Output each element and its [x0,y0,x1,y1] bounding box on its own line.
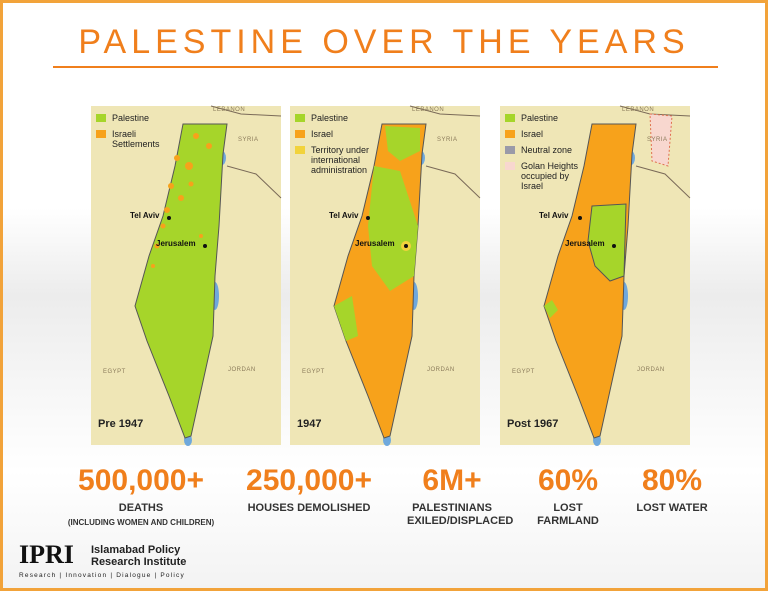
tagline: Research | Innovation | Dialogue | Polic… [19,572,185,579]
stat-value: 60% [537,464,599,497]
legend-label: Palestine [112,113,150,123]
place-label: Jerusalem [355,239,395,248]
map-period: 1947 [297,418,322,430]
legend-label: Palestine [521,113,559,123]
legend-swatch [295,130,305,138]
logo: IPRI [19,540,74,569]
stat-label: HOUSES DEMOLISHED [247,502,371,514]
place-label: JORDAN [637,367,665,373]
map-period: Pre 1947 [98,418,144,430]
stat-label: DEATHS [118,502,164,514]
place-label: Tel Aviv [539,211,569,220]
org-name: Research Institute [91,556,187,568]
legend-label: Golan Heights occupied by Israel [521,161,579,191]
stat-note: (INCLUDING WOMEN AND CHILDREN) [67,518,215,527]
legend-swatch [295,146,305,154]
stat-value: 250,000+ [246,464,372,497]
map-1947 [289,105,481,447]
stat-label: PALESTINIANS EXILED/DISPLACED [407,502,514,527]
legend-swatch [505,130,515,138]
legend-swatch [505,146,515,154]
legend-label: Territory under international administra… [311,145,370,175]
place-label: LEBANON [622,107,655,113]
place-label: Jerusalem [156,239,196,248]
stat-value: 80% [641,464,703,497]
legend-label: Israel [521,129,544,139]
legend-swatch [96,114,106,122]
map-post-1967 [499,105,691,447]
legend-swatch [295,114,305,122]
stat-label: LOST WATER [636,502,708,514]
title: PALESTINE OVER THE YEARS [78,23,690,61]
legend-swatch [505,162,515,170]
legend-swatch [96,130,106,138]
stat-value: 500,000+ [78,464,204,497]
place-label: EGYPT [103,369,126,375]
legend-label: Israel [311,129,334,139]
place-label: EGYPT [512,369,535,375]
place-label: Tel Aviv [130,211,160,220]
maps [90,105,691,447]
place-label: LEBANON [412,107,445,113]
legend-swatch [505,114,515,122]
place-label: Jerusalem [565,239,605,248]
legend-label: Neutral zone [521,145,573,155]
place-label: LEBANON [213,107,246,113]
place-label: EGYPT [302,369,325,375]
place-label: SYRIA [647,137,668,143]
org-name: Islamabad Policy [91,544,181,556]
stat-label: LOST FARMLAND [537,502,599,527]
place-label: Tel Aviv [329,211,359,220]
map-period: Post 1967 [507,418,559,430]
title-rule [53,66,718,68]
place-label: JORDAN [228,367,256,373]
legend-label: Israeli Settlements [112,129,160,149]
place-label: SYRIA [437,137,458,143]
stat-value: 6M+ [422,464,482,497]
place-label: SYRIA [238,137,259,143]
legend-label: Palestine [311,113,349,123]
map-pre-1947 [90,105,282,447]
place-label: JORDAN [427,367,455,373]
